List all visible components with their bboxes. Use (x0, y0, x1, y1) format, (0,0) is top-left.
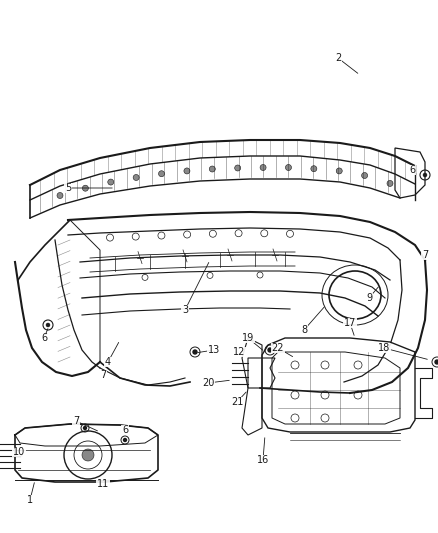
Text: 6: 6 (122, 425, 128, 435)
Text: 22: 22 (272, 343, 284, 353)
Circle shape (184, 168, 190, 174)
Text: 7: 7 (100, 370, 106, 380)
Circle shape (311, 166, 317, 172)
Circle shape (82, 185, 88, 191)
Text: 7: 7 (422, 250, 428, 260)
Text: 19: 19 (242, 333, 254, 343)
Circle shape (159, 171, 165, 177)
Text: 21: 21 (231, 397, 243, 407)
Circle shape (84, 426, 86, 430)
Circle shape (235, 165, 241, 171)
Text: 7: 7 (73, 416, 79, 426)
Text: 2: 2 (335, 53, 341, 63)
Text: 17: 17 (344, 318, 356, 328)
Circle shape (57, 192, 63, 198)
Text: 10: 10 (13, 447, 25, 457)
Text: 11: 11 (97, 479, 109, 489)
Circle shape (108, 179, 114, 185)
Circle shape (260, 165, 266, 171)
Circle shape (133, 174, 139, 181)
Circle shape (193, 350, 197, 354)
Circle shape (423, 173, 427, 177)
Circle shape (435, 360, 438, 364)
Text: 8: 8 (301, 325, 307, 335)
Text: 12: 12 (233, 347, 245, 357)
Text: 3: 3 (182, 305, 188, 315)
Circle shape (82, 449, 94, 461)
Text: 4: 4 (105, 357, 111, 367)
Circle shape (387, 181, 393, 187)
Circle shape (362, 173, 367, 179)
Text: 6: 6 (41, 333, 47, 343)
Circle shape (124, 439, 127, 441)
Text: 5: 5 (65, 183, 71, 193)
Circle shape (286, 165, 291, 171)
Text: 6: 6 (409, 165, 415, 175)
Text: 18: 18 (378, 343, 390, 353)
Circle shape (336, 168, 342, 174)
Text: 1: 1 (27, 495, 33, 505)
Text: 20: 20 (202, 378, 214, 388)
Text: 9: 9 (366, 293, 372, 303)
Text: 13: 13 (208, 345, 220, 355)
Circle shape (268, 348, 272, 352)
Circle shape (46, 323, 50, 327)
Text: 16: 16 (257, 455, 269, 465)
Circle shape (209, 166, 215, 172)
